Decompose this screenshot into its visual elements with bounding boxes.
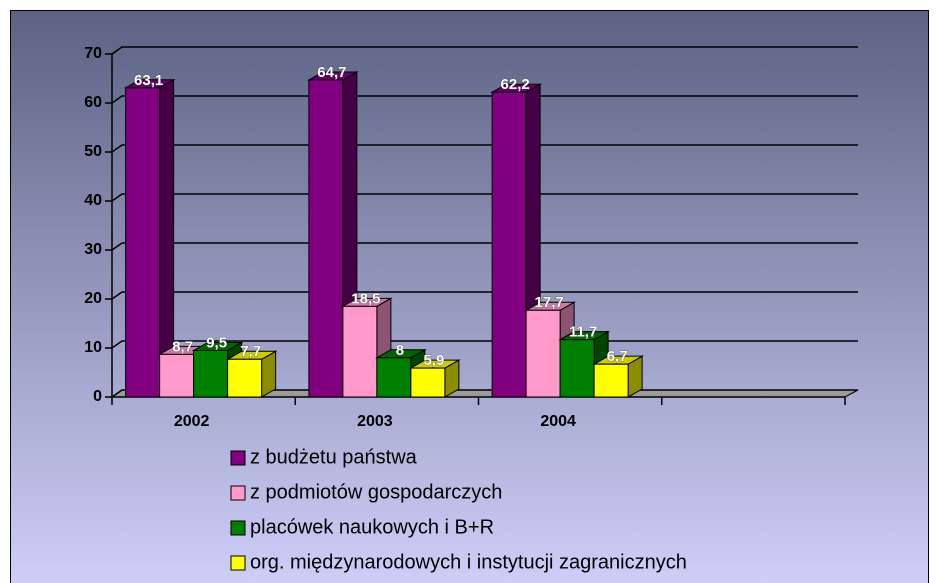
x-tick-label: 2003 [357, 413, 393, 430]
legend-label: z budżetu państwa [250, 446, 418, 468]
legend-swatch [230, 485, 246, 501]
grid-line [111, 46, 858, 55]
value-label: 9,5 [206, 334, 227, 351]
y-tick-label: 0 [93, 388, 102, 405]
grid-line [111, 144, 858, 153]
grid-line [111, 340, 858, 349]
bar [342, 305, 378, 398]
grid-line [111, 193, 858, 202]
legend-swatch [230, 450, 246, 466]
value-label: 62,2 [501, 76, 530, 93]
value-label: 6,7 [607, 348, 628, 365]
y-tick-label: 50 [84, 143, 102, 160]
value-label: 8,7 [172, 338, 193, 355]
value-label: 63,1 [134, 72, 163, 89]
bar [559, 339, 595, 398]
value-label: 17,7 [535, 294, 564, 311]
bar [410, 367, 446, 398]
y-tick-label: 70 [84, 45, 102, 62]
y-tick-label: 30 [84, 241, 102, 258]
legend-swatch [230, 520, 246, 536]
bar [525, 309, 561, 398]
y-tick-label: 60 [84, 94, 102, 111]
bar [593, 363, 629, 398]
bar [227, 358, 263, 398]
legend-label: z podmiotów gospodarczych [250, 481, 502, 503]
value-label: 5,9 [423, 352, 444, 369]
value-label: 7,7 [240, 343, 261, 360]
value-label: 8 [396, 342, 404, 359]
x-tick-label: 2004 [540, 413, 576, 430]
grid-line [111, 95, 858, 104]
y-tick-label: 40 [84, 192, 102, 209]
bar [125, 87, 161, 398]
y-tick-label: 10 [84, 339, 102, 356]
legend-label: placówek naukowych i B+R [250, 516, 494, 538]
y-tick-label: 20 [84, 290, 102, 307]
legend-label: org. międzynarodowych i instytucji zagra… [250, 551, 687, 573]
bar [376, 357, 412, 398]
bar [308, 79, 344, 398]
x-tick-label: 2002 [174, 413, 210, 430]
legend-swatch [230, 555, 246, 571]
bar [193, 349, 229, 398]
grid-line [111, 242, 858, 251]
bar [159, 353, 195, 398]
grid-line [111, 291, 858, 300]
value-label: 11,7 [569, 324, 597, 341]
value-label: 18,5 [351, 290, 380, 307]
bar [491, 91, 527, 398]
value-label: 64,7 [317, 64, 346, 81]
